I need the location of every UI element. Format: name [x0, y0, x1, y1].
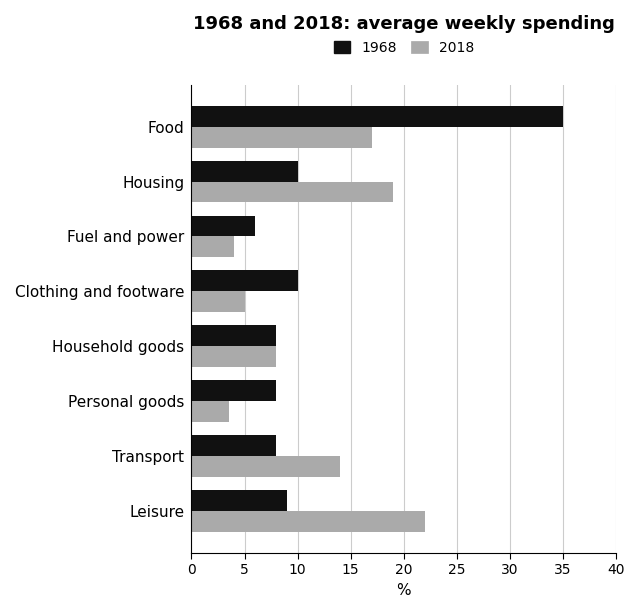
- Title: 1968 and 2018: average weekly spending: 1968 and 2018: average weekly spending: [193, 15, 615, 33]
- Bar: [191, 511, 425, 531]
- Bar: [191, 106, 563, 127]
- Bar: [191, 401, 228, 422]
- Bar: [191, 270, 298, 291]
- Bar: [191, 380, 276, 401]
- Bar: [191, 237, 234, 257]
- Bar: [191, 161, 298, 181]
- X-axis label: %: %: [397, 583, 411, 598]
- Bar: [191, 181, 393, 202]
- Bar: [191, 490, 287, 511]
- Bar: [191, 435, 276, 456]
- Bar: [191, 216, 255, 237]
- Legend: 1968, 2018: 1968, 2018: [328, 36, 479, 61]
- Bar: [191, 291, 244, 312]
- Bar: [191, 346, 276, 367]
- Bar: [191, 456, 340, 477]
- Bar: [191, 127, 372, 148]
- Bar: [191, 326, 276, 346]
